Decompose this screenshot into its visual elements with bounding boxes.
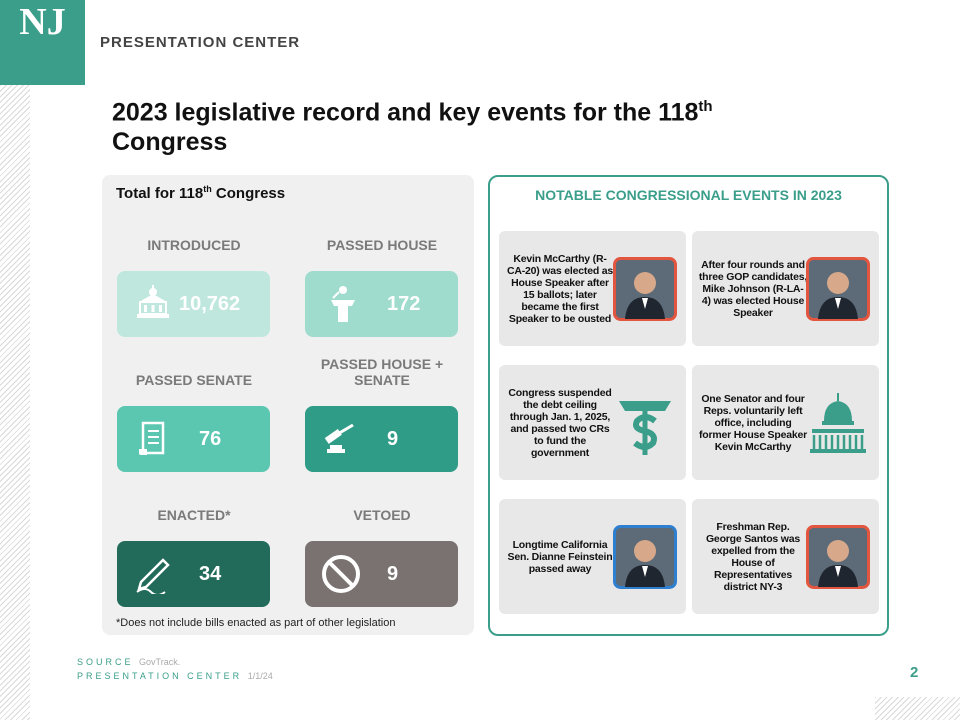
section-name: PRESENTATION CENTER <box>100 34 301 51</box>
stat-icon <box>139 421 165 455</box>
logo-box: NJ <box>0 0 85 85</box>
portrait <box>613 257 677 321</box>
event-text: Freshman Rep. George Santos was expelled… <box>705 520 801 593</box>
logo: NJ <box>19 1 66 43</box>
event-icon <box>619 401 671 455</box>
stat-card: 10,762 <box>117 271 270 337</box>
stat-icon <box>324 423 354 453</box>
heading-sup: th <box>203 184 212 194</box>
event-text: Kevin McCarthy (R-CA-20) was elected as … <box>506 252 614 325</box>
stat-label: PASSED SENATE <box>135 372 253 388</box>
stat-value: 10,762 <box>179 293 241 315</box>
stat-label: PASSED HOUSE + SENATE <box>320 356 444 388</box>
stat-card: 76 <box>117 406 270 472</box>
hatch-right <box>875 697 960 720</box>
event-text: Longtime California Sen. Dianne Feinstei… <box>507 538 613 575</box>
stat-card: 172 <box>305 271 458 337</box>
stat-icon <box>331 286 355 322</box>
event-icon <box>810 393 866 453</box>
right-heading: NOTABLE CONGRESSIONAL EVENTS IN 2023 <box>535 187 842 203</box>
event-card: Longtime California Sen. Dianne Feinstei… <box>499 499 686 614</box>
stat-label: INTRODUCED <box>147 237 241 253</box>
stat-icon <box>322 555 360 593</box>
stat-card: 9 <box>305 406 458 472</box>
title-end: Congress <box>112 128 228 157</box>
stat-icon <box>136 558 170 594</box>
page-number: 2 <box>910 664 919 681</box>
heading-text: Total for 118 <box>116 185 204 202</box>
stat-value: 34 <box>199 563 222 585</box>
event-card: Congress suspended the debt ceiling thro… <box>499 365 686 480</box>
title-sup: th <box>698 98 713 115</box>
title-main: 2023 legislative record and key events f… <box>112 98 699 127</box>
title: 2023 legislative record and key events f… <box>112 92 713 157</box>
stat-label: ENACTED* <box>157 507 231 523</box>
stat-value: 9 <box>387 428 399 450</box>
stat-card: 9 <box>305 541 458 607</box>
right-panel: NOTABLE CONGRESSIONAL EVENTS IN 2023 Kev… <box>488 175 889 636</box>
hatch-left <box>0 85 30 720</box>
stat-value: 9 <box>387 563 399 585</box>
stat-card: 34 <box>117 541 270 607</box>
footnote: *Does not include bills enacted as part … <box>116 617 396 629</box>
stat-icon <box>137 285 169 318</box>
stat-value: 172 <box>387 293 421 315</box>
event-card: Freshman Rep. George Santos was expelled… <box>692 499 879 614</box>
event-card: After four rounds and three GOP candidat… <box>692 231 879 346</box>
left-heading: Total for 118th Congress <box>116 184 285 202</box>
event-text: One Senator and four Reps. voluntarily l… <box>698 392 808 453</box>
heading-end: Congress <box>211 185 286 202</box>
center-label: PRESENTATION CENTER <box>77 671 243 681</box>
stat-label: PASSED HOUSE <box>326 237 438 253</box>
event-text: After four rounds and three GOP candidat… <box>698 258 808 319</box>
event-card: One Senator and four Reps. voluntarily l… <box>692 365 879 480</box>
source: SOURCE GovTrack. <box>77 657 180 667</box>
footer-center: PRESENTATION CENTER 1/1/24 <box>77 671 273 681</box>
date: 1/1/24 <box>247 671 273 681</box>
stat-label: VETOED <box>353 507 411 523</box>
left-panel: Total for 118th Congress *Does not inclu… <box>102 175 474 635</box>
source-text: GovTrack. <box>139 657 181 667</box>
source-label: SOURCE <box>77 657 134 667</box>
stat-value: 76 <box>199 428 222 450</box>
event-card: Kevin McCarthy (R-CA-20) was elected as … <box>499 231 686 346</box>
portrait <box>806 257 870 321</box>
event-text: Congress suspended the debt ceiling thro… <box>508 386 612 459</box>
portrait <box>806 525 870 589</box>
portrait <box>613 525 677 589</box>
